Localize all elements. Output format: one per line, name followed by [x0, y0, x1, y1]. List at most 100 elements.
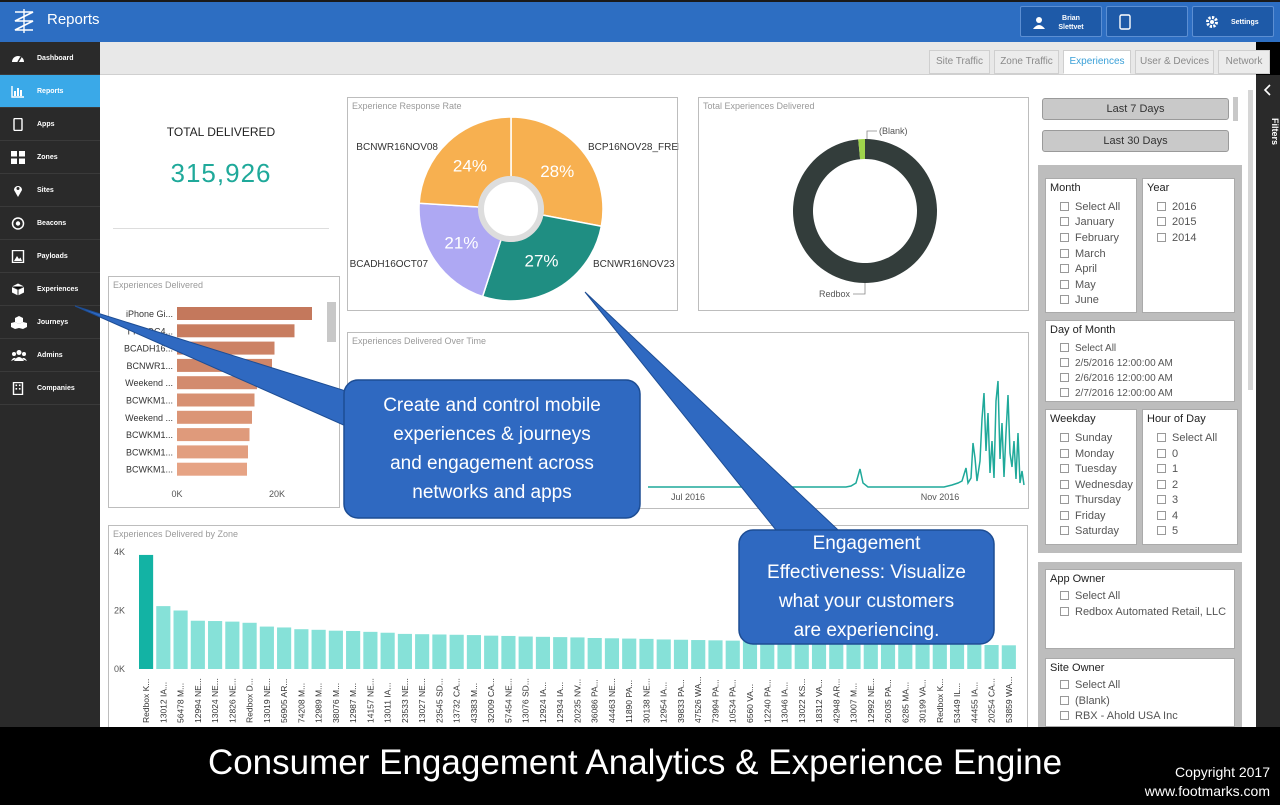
- filter-option[interactable]: 2015: [1157, 216, 1196, 228]
- filter-option[interactable]: 1: [1157, 463, 1178, 475]
- bar: [518, 636, 533, 669]
- filter-option[interactable]: 2/7/2016 12:00:00 AM: [1060, 388, 1173, 399]
- bar: [742, 640, 758, 669]
- category-label: 47526 WA...: [693, 677, 703, 723]
- category-label: 73994 PA...: [710, 679, 720, 723]
- filter-option[interactable]: Monday: [1060, 448, 1114, 460]
- panel-title: Experience Response Rate: [352, 101, 462, 111]
- sidebar-item-admins[interactable]: Admins: [0, 339, 100, 372]
- last-30-days-button[interactable]: Last 30 Days: [1042, 130, 1229, 152]
- by-zone-bar-chart[interactable]: 0K 2K 4K Redbox K... 13012 IA... 56478 M... 12…: [109, 526, 1029, 731]
- tab-zone-traffic[interactable]: Zone Traffic: [994, 50, 1059, 74]
- filter-option[interactable]: April: [1060, 263, 1097, 275]
- filter-option[interactable]: 2/6/2016 12:00:00 AM: [1060, 373, 1173, 384]
- filter-option[interactable]: 2014: [1157, 232, 1196, 244]
- category-label: BCADH16...: [124, 344, 173, 354]
- filter-option[interactable]: 2/5/2016 12:00:00 AM: [1060, 358, 1173, 369]
- scrollbar-thumb[interactable]: [1248, 90, 1253, 390]
- tab-experiences[interactable]: Experiences: [1063, 50, 1131, 74]
- filter-option[interactable]: (Blank): [1060, 695, 1110, 707]
- category-label: 18312 VA...: [814, 679, 824, 723]
- sidebar-item-companies[interactable]: Companies: [0, 372, 100, 405]
- filter-option[interactable]: June: [1060, 294, 1099, 306]
- category-label: 57454 NE...: [503, 678, 513, 723]
- category-label: 14157 NE...: [365, 678, 375, 723]
- filter-option[interactable]: February: [1060, 232, 1119, 244]
- sidebar-item-journeys[interactable]: Journeys: [0, 306, 100, 339]
- sidebar-item-apps[interactable]: Apps: [0, 108, 100, 141]
- filter-option[interactable]: March: [1060, 248, 1106, 260]
- total-delivered-label: TOTAL DELIVERED: [166, 125, 276, 139]
- sidebar-item-label: Zones: [37, 154, 58, 161]
- filter-option[interactable]: Sunday: [1060, 432, 1112, 444]
- donut-slice-label: (Blank): [879, 126, 908, 136]
- slide-caption: Consumer Engagement Analytics & Experien…: [207, 743, 1063, 782]
- category-label: BCWKM1...: [126, 447, 173, 457]
- scrollbar-thumb[interactable]: [327, 302, 336, 342]
- category-label: 38076 M...: [331, 683, 341, 723]
- sidebar-item-sites[interactable]: Sites: [0, 174, 100, 207]
- filters-pane-toggle[interactable]: [1256, 75, 1280, 727]
- grid-icon: [11, 151, 25, 164]
- sidebar-item-beacons[interactable]: Beacons: [0, 207, 100, 240]
- filter-option[interactable]: January: [1060, 216, 1114, 228]
- filter-option[interactable]: Saturday: [1060, 525, 1119, 537]
- sidebar-item-payloads[interactable]: Payloads: [0, 240, 100, 273]
- category-label: Weekend ...: [125, 413, 173, 423]
- total-experiences-donut[interactable]: (Blank) Redbox: [699, 98, 1030, 312]
- scrollbar-thumb[interactable]: [1233, 97, 1238, 121]
- bar: [535, 636, 551, 669]
- over-time-line-chart[interactable]: Jul 2016 Nov 2016: [348, 333, 1030, 510]
- bar: [501, 635, 516, 669]
- response-rate-pie[interactable]: 28% BCP16NOV28_FREE1 27% BCNWR16NOV23 21% BCA…: [348, 98, 679, 312]
- filter-option[interactable]: 2: [1157, 479, 1178, 491]
- tab-user-devices[interactable]: User & Devices: [1135, 50, 1214, 74]
- category-label: 13019 NE...: [262, 678, 272, 723]
- filter-option[interactable]: Friday: [1060, 510, 1106, 522]
- filter-option[interactable]: 3: [1157, 494, 1178, 506]
- filter-option[interactable]: Thursday: [1060, 494, 1121, 506]
- filter-option[interactable]: Select All: [1157, 432, 1217, 444]
- tab-network[interactable]: Network: [1218, 50, 1270, 74]
- filter-option[interactable]: Tuesday: [1060, 463, 1117, 475]
- filter-option[interactable]: 5: [1157, 525, 1178, 537]
- bar: [846, 642, 861, 669]
- settings-button[interactable]: Settings: [1192, 6, 1274, 37]
- user-menu-button[interactable]: Brian Slettvet: [1020, 6, 1102, 37]
- filter-option[interactable]: 2016: [1157, 201, 1196, 213]
- sidebar-item-label: Payloads: [37, 253, 68, 260]
- category-label: Weekend ...: [125, 378, 173, 388]
- footmarks-logo-icon[interactable]: [12, 8, 36, 34]
- filter-title: Hour of Day: [1147, 413, 1206, 425]
- filter-option[interactable]: May: [1060, 279, 1096, 291]
- filter-option[interactable]: RBX - Ahold USA Inc: [1060, 710, 1178, 722]
- filter-option[interactable]: Select All: [1060, 201, 1120, 213]
- sidebar-item-reports[interactable]: Reports: [0, 75, 100, 108]
- device-button[interactable]: [1106, 6, 1188, 37]
- category-label: 42948 AR...: [831, 679, 841, 723]
- category-label: 13732 CA...: [452, 678, 462, 723]
- pie-slice-value-label: 27%: [525, 252, 559, 271]
- bar: [708, 640, 723, 669]
- filter-option[interactable]: 0: [1157, 448, 1178, 460]
- sidebar-item-label: Experiences: [37, 286, 79, 293]
- sidebar-item-experiences[interactable]: Experiences: [0, 273, 100, 306]
- leader-line: [853, 283, 866, 295]
- filter-option[interactable]: Wednesday: [1060, 479, 1133, 491]
- filter-option[interactable]: 4: [1157, 510, 1178, 522]
- filter-option[interactable]: Select All: [1060, 679, 1120, 691]
- filter-option[interactable]: Select All: [1060, 590, 1120, 602]
- chevron-left-icon[interactable]: [1263, 84, 1273, 96]
- filter-option[interactable]: Redbox Automated Retail, LLC: [1060, 606, 1226, 618]
- category-label: 74208 M...: [296, 683, 306, 723]
- building-icon: [12, 382, 24, 395]
- sidebar-item-zones[interactable]: Zones: [0, 141, 100, 174]
- sidebar-item-dashboard[interactable]: Dashboard: [0, 42, 100, 75]
- bar: [363, 631, 378, 669]
- filter-option[interactable]: Select All: [1060, 343, 1116, 354]
- last-7-days-button[interactable]: Last 7 Days: [1042, 98, 1229, 120]
- donut-slice: [858, 139, 865, 160]
- pie-slice-category-label: BCNWR16NOV23: [593, 259, 675, 270]
- tab-site-traffic[interactable]: Site Traffic: [929, 50, 990, 74]
- x-tick-label: Jul 2016: [671, 492, 705, 502]
